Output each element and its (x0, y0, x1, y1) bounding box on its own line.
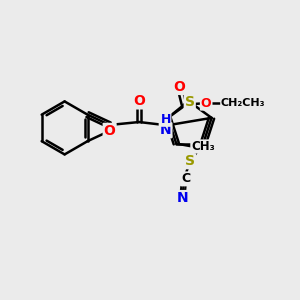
Text: O: O (174, 80, 186, 94)
Text: S: S (185, 154, 195, 168)
Text: H: H (160, 113, 171, 126)
Text: O: O (104, 124, 116, 138)
Text: CH₂CH₃: CH₂CH₃ (221, 98, 265, 108)
Text: S: S (185, 95, 195, 109)
Text: N: N (160, 123, 171, 137)
Text: N: N (177, 191, 188, 205)
Text: CH₃: CH₃ (191, 140, 214, 153)
Text: C: C (181, 172, 190, 185)
Text: O: O (133, 94, 145, 108)
Text: O: O (201, 97, 211, 110)
